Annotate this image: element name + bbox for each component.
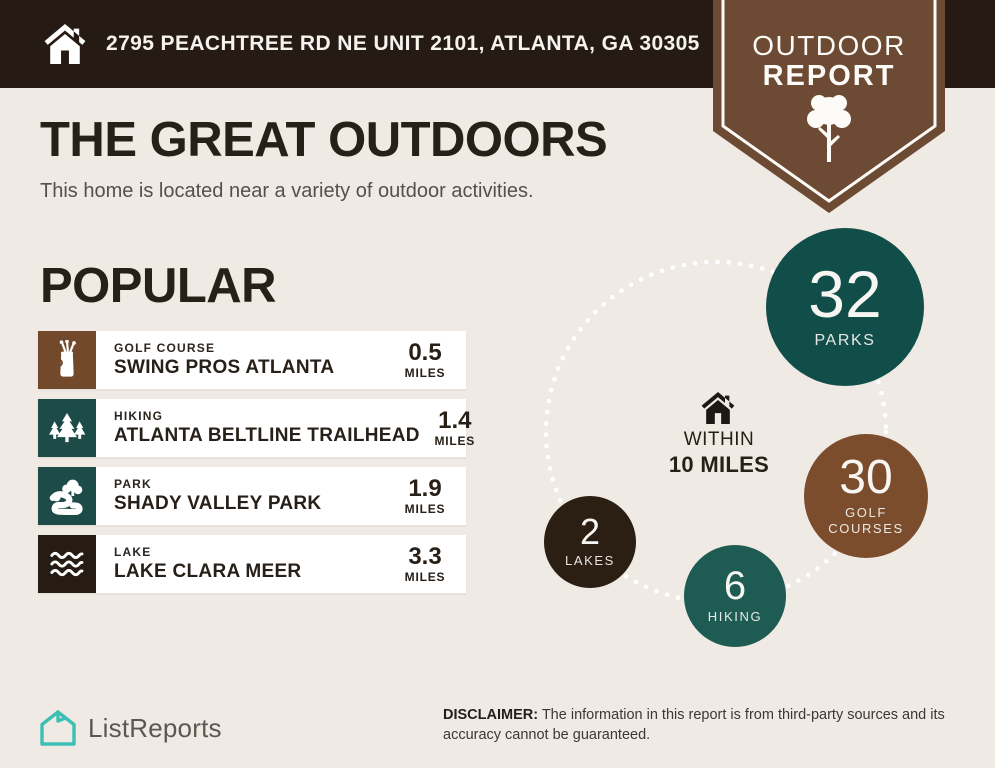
badge-ribbon: [713, 0, 945, 213]
pine-trees-icon: [38, 399, 96, 457]
poi-category: HIKING: [114, 409, 164, 423]
disclaimer-text: The information in this report is from t…: [443, 707, 945, 744]
listreports-house-icon: [40, 710, 76, 746]
poi-category: PARK: [114, 477, 152, 491]
hiking-count: 6: [723, 563, 747, 608]
parks-label: PARKS: [814, 332, 876, 350]
poi-distance-unit: MILES: [434, 433, 476, 448]
poi-row-lake: LAKE LAKE CLARA MEER 3.3 MILES: [38, 535, 466, 593]
radius-dotted-circle: [543, 259, 889, 605]
golf-courses-label: GOLF COURSES: [828, 504, 904, 536]
poi-row-golf-course: GOLF COURSE SWING PROS ATLANTA 0.5 MILES: [38, 331, 466, 389]
parks-count: 32: [808, 256, 882, 331]
popular-heading: POPULAR: [40, 259, 277, 313]
house-icon: [701, 392, 735, 424]
poi-distance-unit: MILES: [404, 569, 446, 584]
poi-category: GOLF COURSE: [114, 341, 216, 355]
poi-distance: 1.4: [438, 406, 472, 434]
poi-row-hiking: HIKING ATLANTA BELTLINE TRAILHEAD 1.4 MI…: [38, 399, 474, 457]
poi-name: SWING PROS ATLANTA: [114, 357, 335, 378]
listreports-logo: ListReports: [38, 708, 222, 748]
golf-bag-icon: [38, 331, 96, 389]
home-icon: [44, 24, 86, 64]
badge-line2: REPORT: [762, 60, 896, 92]
badge-line1: OUTDOOR: [752, 30, 906, 61]
lakes-label: LAKES: [565, 552, 615, 568]
tree-icon: [807, 95, 851, 162]
bubble-hiking: 6 HIKING: [684, 545, 786, 647]
poi-distance: 3.3: [408, 542, 442, 570]
popular-list: GOLF COURSE SWING PROS ATLANTA 0.5 MILES…: [38, 331, 474, 603]
golf-courses-count: 30: [839, 450, 893, 504]
disclaimer-label: DISCLAIMER:: [443, 707, 539, 723]
brand-name: ListReports: [88, 712, 222, 743]
poi-row-park: PARK SHADY VALLEY PARK 1.9 MILES: [38, 467, 466, 525]
park-path-icon: [38, 467, 96, 525]
poi-distance-unit: MILES: [404, 365, 446, 380]
within-label: WITHIN: [683, 429, 755, 450]
poi-distance: 0.5: [408, 338, 442, 366]
within-miles-label: 10 MILES: [668, 452, 770, 477]
poi-distance: 1.9: [408, 474, 442, 502]
disclaimer: DISCLAIMER: The information in this repo…: [443, 705, 973, 746]
page-subtitle: This home is located near a variety of o…: [40, 180, 534, 202]
poi-distance-unit: MILES: [404, 501, 446, 516]
property-address: 2795 PEACHTREE RD NE UNIT 2101, ATLANTA,…: [106, 32, 700, 55]
outdoor-report-badge: OUTDOOR REPORT: [713, 0, 945, 218]
poi-name: LAKE CLARA MEER: [114, 561, 302, 582]
poi-category: LAKE: [114, 545, 152, 559]
waves-icon: [38, 535, 96, 593]
page-title: THE GREAT OUTDOORS: [40, 113, 608, 167]
bubble-golf-courses: 30 GOLF COURSES: [804, 434, 928, 558]
poi-name: ATLANTA BELTLINE TRAILHEAD: [114, 425, 420, 446]
bubble-lakes: 2 LAKES: [544, 496, 636, 588]
hiking-label: HIKING: [707, 608, 763, 624]
poi-name: SHADY VALLEY PARK: [114, 493, 322, 514]
lakes-count: 2: [579, 510, 601, 552]
bubble-parks: 32 PARKS: [766, 228, 924, 386]
